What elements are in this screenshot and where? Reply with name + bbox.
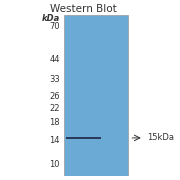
Text: 70: 70: [49, 22, 60, 31]
Text: 18: 18: [49, 118, 60, 127]
Text: kDa: kDa: [41, 14, 60, 23]
Text: 33: 33: [49, 75, 60, 84]
Text: 15kDa: 15kDa: [147, 133, 174, 142]
Text: 26: 26: [49, 92, 60, 101]
Text: 22: 22: [49, 104, 60, 113]
Text: 10: 10: [49, 160, 60, 169]
FancyBboxPatch shape: [64, 15, 128, 176]
Text: 14: 14: [49, 136, 60, 145]
Title: Western Blot: Western Blot: [50, 4, 117, 14]
Text: 44: 44: [49, 55, 60, 64]
FancyBboxPatch shape: [66, 137, 101, 139]
